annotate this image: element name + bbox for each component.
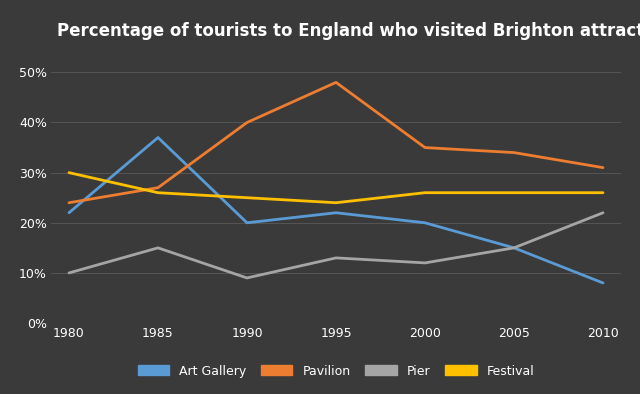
Festival (421, 190, 429, 195)
Pier (510, 245, 518, 250)
Line: Art Gallery: Art Gallery (69, 138, 603, 283)
Pier (599, 210, 607, 215)
Pavilion (421, 145, 429, 150)
Art Gallery (510, 245, 518, 250)
Pavilion (332, 80, 340, 85)
Pier (243, 275, 251, 280)
Pier (65, 271, 73, 275)
Legend: Art Gallery, Pavilion, Pier, Festival: Art Gallery, Pavilion, Pier, Festival (138, 364, 534, 377)
Pavilion (65, 201, 73, 205)
Pier (154, 245, 162, 250)
Text: Percentage of tourists to England who visited Brighton attractions: Percentage of tourists to England who vi… (57, 22, 640, 40)
Art Gallery (65, 210, 73, 215)
Festival (510, 190, 518, 195)
Pavilion (599, 165, 607, 170)
Pier (332, 256, 340, 260)
Pavilion (154, 185, 162, 190)
Festival (599, 190, 607, 195)
Festival (243, 195, 251, 200)
Line: Pier: Pier (69, 213, 603, 278)
Art Gallery (243, 220, 251, 225)
Pavilion (243, 120, 251, 125)
Art Gallery (599, 281, 607, 285)
Festival (65, 170, 73, 175)
Line: Pavilion: Pavilion (69, 82, 603, 203)
Festival (154, 190, 162, 195)
Art Gallery (154, 135, 162, 140)
Pier (421, 260, 429, 265)
Line: Festival: Festival (69, 173, 603, 203)
Art Gallery (421, 220, 429, 225)
Art Gallery (332, 210, 340, 215)
Pavilion (510, 150, 518, 155)
Festival (332, 201, 340, 205)
